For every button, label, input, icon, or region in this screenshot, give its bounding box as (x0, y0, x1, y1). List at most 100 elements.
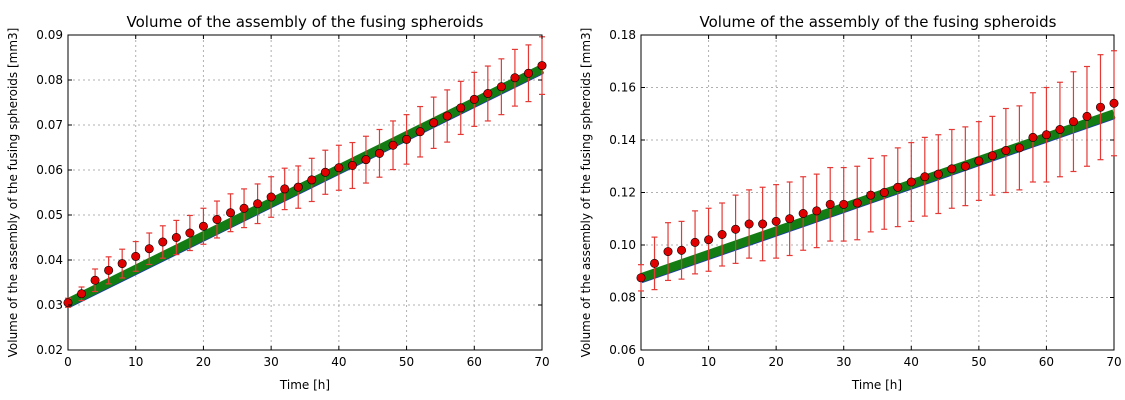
right-chart-data-point (920, 172, 930, 182)
left-chart-data-point (144, 244, 154, 254)
left-chart-title: Volume of the assembly of the fusing sph… (127, 13, 484, 31)
left-chart-data-point (496, 82, 506, 92)
right-chart-data-point (974, 156, 984, 166)
left-chart-data-point (212, 215, 222, 225)
right-chart-y-tick-label: 0.12 (609, 186, 636, 200)
left-chart-y-tick-label: 0.09 (36, 28, 63, 42)
left-chart-x-tick-label: 60 (467, 355, 482, 369)
right-chart-x-tick-label: 30 (836, 355, 851, 369)
right-chart-data-point (879, 188, 889, 198)
left-chart-data-point (104, 265, 114, 275)
right-chart-data-point (825, 199, 835, 209)
left-chart-y-tick-label: 0.03 (36, 298, 63, 312)
left-chart-y-tick-label: 0.08 (36, 73, 63, 87)
right-chart-data-point (960, 161, 970, 171)
right-chart: Volume of the assembly of the fusing sph… (579, 13, 1122, 392)
right-chart-x-ticks: 0 10 20 30 40 50 60 70 (637, 35, 1122, 369)
right-chart-data-point (947, 164, 957, 174)
right-chart-fit-line (639, 109, 1116, 283)
right-chart-y-tick-label: 0.16 (609, 81, 636, 95)
right-chart-x-tick-label: 40 (904, 355, 919, 369)
left-chart-x-axis-label: Time [h] (279, 378, 330, 392)
left-chart-data-point (158, 237, 168, 247)
left-chart-data-point (117, 259, 127, 269)
left-chart-data-point (483, 89, 493, 99)
left-chart-x-tick-label: 70 (534, 355, 549, 369)
right-chart-data-point (785, 214, 795, 224)
right-chart-data-point (1001, 146, 1011, 156)
left-chart-data-point (374, 148, 384, 158)
left-chart-y-tick-label: 0.06 (36, 163, 63, 177)
right-chart-data-point (839, 199, 849, 209)
left-chart-data-point (253, 199, 263, 209)
right-chart-data-point (1028, 132, 1038, 142)
left-chart-data-point (429, 118, 439, 128)
right-chart-data-point (893, 182, 903, 192)
left-chart-data-point (307, 175, 317, 185)
right-chart-data-point (1082, 111, 1092, 121)
left-chart-x-tick-label: 0 (64, 355, 72, 369)
left-chart-data-point (456, 103, 466, 113)
left-chart-data-point (239, 203, 249, 213)
left-chart-x-tick-label: 50 (399, 355, 414, 369)
right-chart-title: Volume of the assembly of the fusing sph… (700, 13, 1057, 31)
right-chart-data-point (690, 237, 700, 247)
left-chart-data-point (523, 68, 533, 78)
left-chart-data-point (171, 233, 181, 243)
left-chart-data-point (510, 73, 520, 83)
left-chart-data-point (388, 140, 398, 150)
left-chart-x-ticks: 0 10 20 30 40 50 60 70 (64, 35, 550, 369)
right-chart-y-axis-label: Volume of the assembly of the fusing sph… (579, 28, 593, 358)
right-chart-x-axis-label: Time [h] (851, 378, 902, 392)
right-chart-data-point (906, 177, 916, 187)
left-chart-data-point (320, 167, 330, 177)
left-chart-y-tick-label: 0.07 (36, 118, 63, 132)
right-chart-x-tick-label: 10 (701, 355, 716, 369)
left-chart-data-point (442, 111, 452, 121)
right-chart-data-point (650, 258, 660, 268)
left-chart-data-point (131, 251, 141, 261)
right-chart-x-tick-label: 60 (1039, 355, 1054, 369)
right-chart-data-point (1041, 130, 1051, 140)
right-chart-data-point (731, 224, 741, 234)
left-chart-data-point (293, 182, 303, 192)
right-chart-data-point (744, 219, 754, 229)
right-chart-x-tick-label: 0 (637, 355, 645, 369)
right-chart-data-point (758, 219, 768, 229)
right-chart-series (636, 50, 1119, 292)
left-chart-data-point (185, 228, 195, 238)
left-chart-grid (68, 35, 542, 350)
left-chart-data-point (198, 221, 208, 231)
left-chart-data-point (266, 192, 276, 202)
right-chart-data-point (798, 209, 808, 219)
right-chart-y-tick-label: 0.18 (609, 28, 636, 42)
left-chart-data-point (402, 134, 412, 144)
left-chart-data-point (280, 184, 290, 194)
left-chart-fit-line (66, 64, 544, 307)
right-chart-data-point (812, 206, 822, 216)
right-chart-data-point (1055, 125, 1065, 135)
left-chart-data-point (226, 208, 236, 218)
left-chart-x-tick-label: 40 (331, 355, 346, 369)
right-chart-data-point (852, 198, 862, 208)
right-chart-data-point (1095, 102, 1105, 112)
right-chart-y-tick-label: 0.06 (609, 343, 636, 357)
left-chart-data-point (469, 94, 479, 104)
left-chart-y-tick-label: 0.02 (36, 343, 63, 357)
right-chart-y-ticks: 0.06 0.08 0.10 0.12 0.14 0.16 0.18 (609, 28, 1114, 357)
right-chart-x-tick-label: 50 (971, 355, 986, 369)
left-chart-data-point (334, 163, 344, 173)
left-chart-series (63, 36, 547, 308)
left-chart-data-point (63, 298, 73, 308)
left-chart-data-point (415, 127, 425, 137)
right-chart-data-point (636, 273, 646, 283)
right-chart-data-point (704, 235, 714, 245)
left-chart-data-point (77, 289, 87, 299)
right-chart-y-tick-label: 0.10 (609, 238, 636, 252)
right-chart-y-tick-label: 0.08 (609, 291, 636, 305)
left-chart: Volume of the assembly of the fusing sph… (6, 13, 550, 392)
right-chart-data-point (717, 230, 727, 240)
right-chart-x-tick-label: 70 (1106, 355, 1121, 369)
right-chart-data-point (1109, 98, 1119, 108)
